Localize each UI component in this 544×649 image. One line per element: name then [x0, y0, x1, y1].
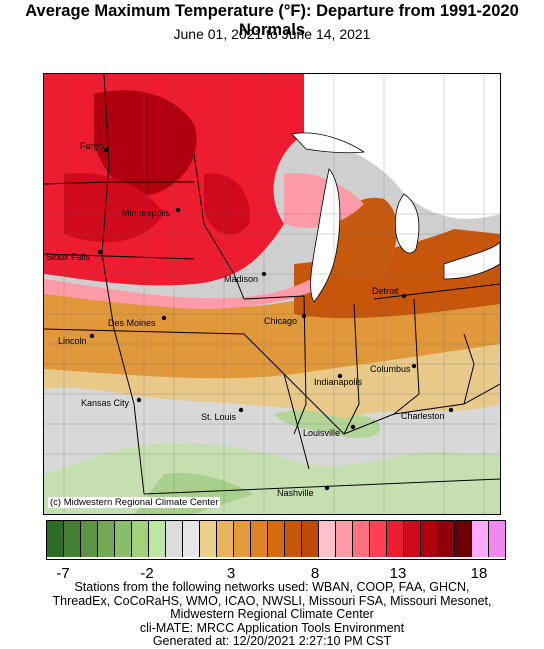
date-range-subtitle: June 01, 2021 to June 14, 2021	[173, 26, 371, 42]
city-label: St. Louis	[201, 412, 237, 422]
legend-swatch	[183, 521, 200, 557]
city-dot	[175, 207, 181, 213]
city-label: Sioux Falls	[46, 252, 91, 262]
legend-tick-label: 8	[310, 565, 320, 582]
legend-swatch	[319, 521, 336, 557]
city-marker: Detroit	[372, 286, 407, 299]
city-marker: Charleston	[401, 407, 454, 421]
legend-tick-label: 13	[389, 565, 407, 582]
legend-swatch	[472, 521, 489, 557]
city-label: Kansas City	[81, 398, 130, 408]
footer-line-1: Stations from the following networks use…	[74, 580, 470, 594]
city-dot	[97, 249, 103, 255]
city-dot	[261, 271, 267, 277]
legend-swatch	[370, 521, 387, 557]
legend-swatch	[81, 521, 98, 557]
legend-swatch	[166, 521, 183, 557]
legend-swatch	[489, 521, 505, 557]
legend-tick-label: 18	[470, 565, 488, 582]
page-title: Average Maximum Temperature (°F): Depart…	[25, 2, 519, 39]
legend-tick-label: -2	[140, 565, 154, 582]
city-marker: Des Moines	[108, 315, 167, 328]
city-marker: Lincoln	[58, 333, 95, 346]
legend-swatch	[268, 521, 285, 557]
city-marker: Minneapolis	[122, 207, 181, 218]
legend-swatch	[217, 521, 234, 557]
legend-swatch	[98, 521, 115, 557]
temperature-departure-map: Fargo Minneapolis Sioux Falls Madison Des Mo…	[43, 73, 501, 515]
city-marker: St. Louis	[201, 407, 244, 422]
legend-swatch	[47, 521, 64, 557]
city-dot	[103, 147, 109, 153]
legend-swatch	[132, 521, 149, 557]
legend-swatch	[149, 521, 166, 557]
city-label: Minneapolis	[122, 208, 171, 218]
footer-line-5: Generated at: 12/20/2021 2:27:10 PM CST	[152, 634, 392, 648]
legend-swatch	[387, 521, 404, 557]
city-label: Indianapolis	[314, 377, 363, 387]
city-label: Chicago	[264, 316, 297, 326]
city-dot	[337, 373, 343, 379]
city-dot	[136, 397, 142, 403]
city-label: Detroit	[372, 286, 399, 296]
city-label: Louisville	[303, 428, 340, 438]
legend-ticks: -7 -2 3 8 13 18	[0, 565, 544, 583]
city-marker: Fargo	[80, 141, 109, 153]
city-marker: Columbus	[370, 363, 417, 374]
legend-swatch	[200, 521, 217, 557]
legend-swatch	[421, 521, 438, 557]
legend-swatch	[302, 521, 319, 557]
legend-swatch	[251, 521, 268, 557]
legend-tick-label: -7	[56, 565, 70, 582]
city-label: Des Moines	[108, 318, 156, 328]
footer-line-4: cli-MATE: MRCC Application Tools Environ…	[139, 620, 405, 635]
color-legend	[46, 520, 506, 560]
city-marker: Chicago	[264, 313, 307, 326]
city-dot	[350, 424, 356, 430]
city-marker: Madison	[224, 271, 267, 284]
city-dot	[401, 293, 407, 299]
city-dot	[238, 407, 244, 413]
city-dot	[324, 485, 330, 491]
legend-tick-label: 3	[226, 565, 236, 582]
legend-swatch	[455, 521, 472, 557]
legend-swatch	[438, 521, 455, 557]
city-label: Charleston	[401, 411, 445, 421]
city-marker: Kansas City	[81, 397, 142, 408]
footer-line-3: Midwestern Regional Climate Center	[170, 607, 374, 621]
legend-swatch	[115, 521, 132, 557]
city-label: Lincoln	[58, 336, 87, 346]
city-label: Columbus	[370, 364, 411, 374]
city-marker: Louisville	[303, 424, 356, 438]
map-canvas: Fargo Minneapolis Sioux Falls Madison Des Mo…	[44, 74, 500, 514]
legend-swatch	[404, 521, 421, 557]
legend-swatch	[64, 521, 81, 557]
city-dot	[411, 363, 417, 369]
city-dot	[448, 407, 454, 413]
city-label: Madison	[224, 274, 258, 284]
copyright-note: (c) Midwestern Regional Climate Center	[48, 497, 221, 508]
legend-swatch	[336, 521, 353, 557]
city-dot	[301, 313, 307, 319]
city-marker: Sioux Falls	[46, 249, 103, 262]
city-label: Fargo	[80, 141, 104, 151]
city-dot	[161, 315, 167, 321]
legend-swatch	[285, 521, 302, 557]
footer-line-2: ThreadEx, CoCoRaHS, WMO, ICAO, NWSLI, Mi…	[52, 593, 492, 608]
city-dot	[89, 333, 95, 339]
data-sources-note: Stations from the following networks use…	[0, 580, 544, 649]
legend-swatch	[234, 521, 251, 557]
city-marker: Nashville	[277, 485, 330, 498]
legend-swatch	[353, 521, 370, 557]
city-marker: Indianapolis	[314, 373, 363, 387]
city-label: Nashville	[277, 488, 314, 498]
